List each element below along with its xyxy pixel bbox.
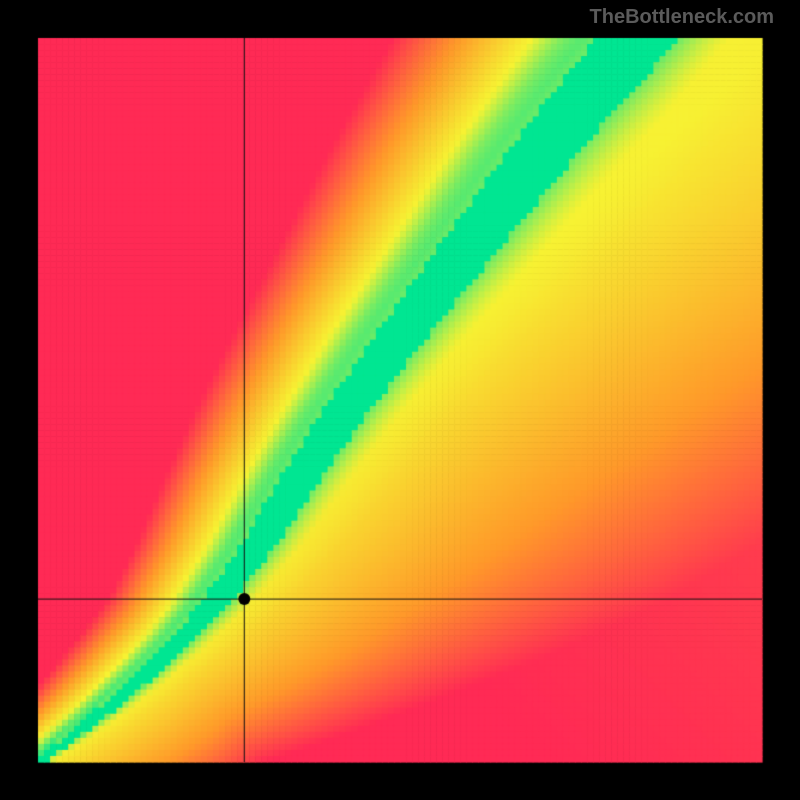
bottleneck-heatmap — [0, 0, 800, 800]
attribution-text: TheBottleneck.com — [590, 6, 774, 29]
chart-container: TheBottleneck.com — [0, 0, 800, 800]
